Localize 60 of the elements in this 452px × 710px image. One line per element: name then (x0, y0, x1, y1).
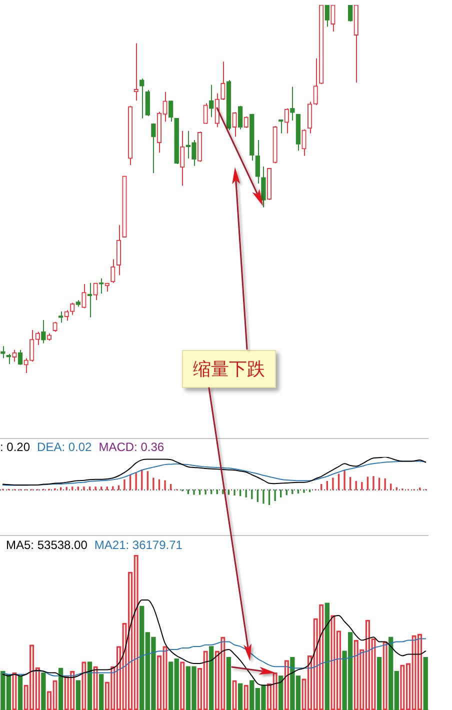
candlestick (87, 282, 92, 318)
candlestick (209, 84, 214, 118)
bar (18, 676, 23, 710)
bar (58, 668, 64, 710)
bar (376, 656, 382, 710)
bar (41, 672, 46, 710)
candlestick (330, 4, 336, 32)
candlestick (99, 278, 104, 294)
candlestick (140, 78, 144, 119)
candlestick (232, 112, 237, 138)
candlestick (180, 130, 185, 186)
candlestick (220, 61, 226, 100)
candlestick (302, 128, 306, 156)
bar (226, 656, 232, 710)
text: MA5: 53538.00 (6, 538, 88, 552)
bar (209, 646, 214, 710)
candlestick (168, 100, 174, 122)
bar (76, 680, 81, 710)
candlestick (203, 102, 208, 124)
candlestick (30, 329, 34, 362)
candlestick (70, 302, 75, 316)
text: MACD: 0.36 (98, 440, 164, 454)
candlestick (134, 42, 138, 102)
candlestick (12, 349, 17, 362)
candlestick (93, 282, 98, 301)
candlestick (307, 101, 312, 134)
annotation: 缩量下跌 (182, 350, 276, 388)
candlestick (0, 346, 6, 359)
bar (99, 674, 104, 710)
candlestick (261, 166, 266, 208)
candlestick (255, 140, 260, 184)
bar (324, 602, 330, 710)
candlestick (284, 108, 289, 134)
candlestick (82, 283, 86, 309)
bar (238, 683, 243, 710)
candlestick (6, 353, 12, 365)
bar (423, 656, 428, 710)
candlestick (58, 311, 64, 324)
bar (278, 676, 284, 710)
candlestick (24, 358, 28, 374)
candlestick (116, 224, 122, 276)
candlestick (151, 122, 156, 174)
candlestick (18, 349, 23, 366)
candlestick (41, 320, 46, 344)
candlestick (64, 310, 69, 322)
candlestick (145, 90, 150, 117)
bar (87, 662, 92, 710)
text: MA21: 36179.71 (94, 538, 183, 552)
candlestick (110, 258, 116, 284)
candlestick (278, 118, 284, 134)
candlestick (52, 321, 58, 332)
candlestick (313, 58, 318, 106)
candlestick (348, 4, 353, 22)
text: DEA: 0.02 (37, 440, 92, 454)
candlestick (324, 4, 330, 28)
candlestick (244, 116, 248, 128)
candlestick (238, 105, 243, 130)
candlestick (290, 86, 295, 122)
candlestick (35, 331, 40, 346)
text: : 0.20 (0, 440, 30, 454)
